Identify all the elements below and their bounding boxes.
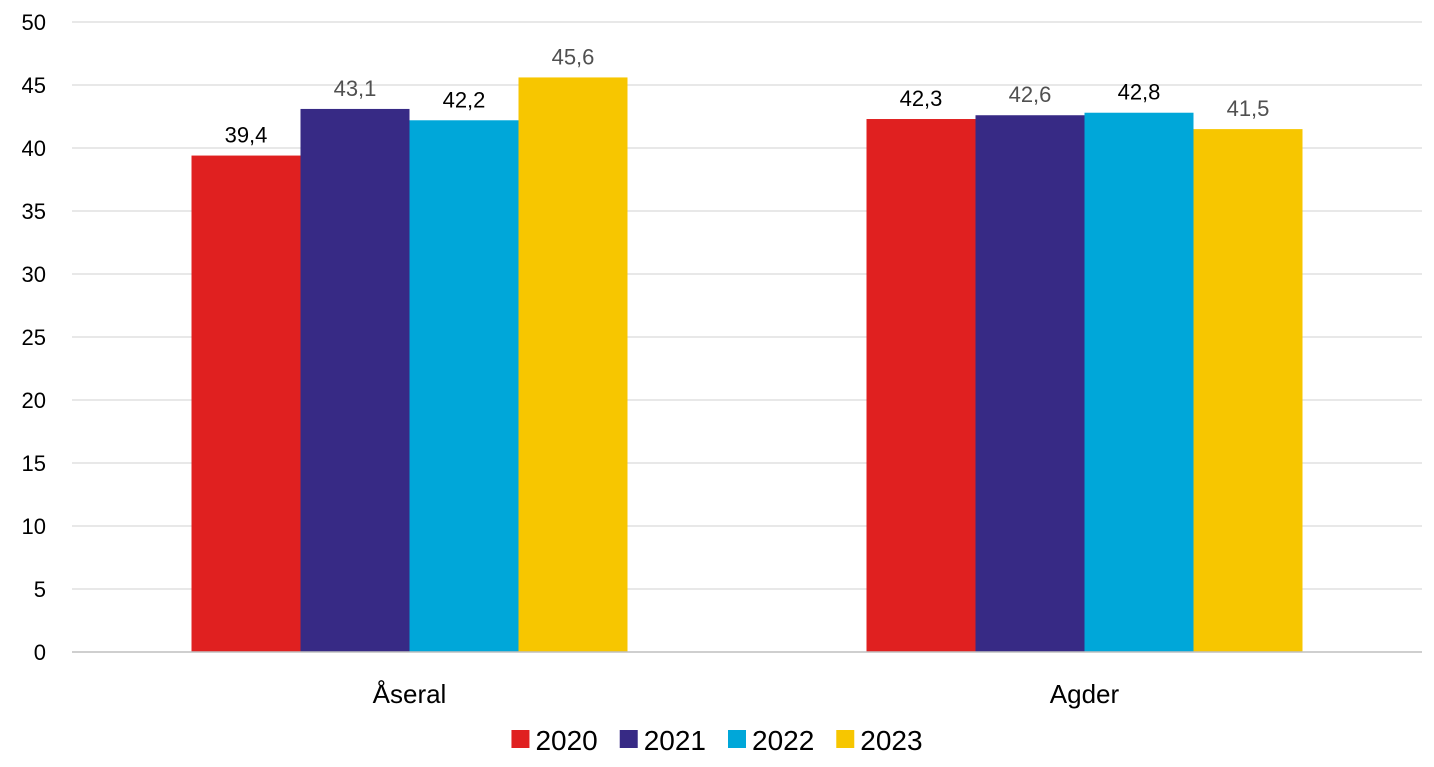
data-label: 45,6 [552,44,595,69]
y-tick-label: 15 [22,451,46,476]
bar-2021-1 [975,115,1085,653]
x-axis: Åseral Agder [72,651,1422,709]
legend-label: 2021 [644,725,706,756]
data-label: 42,6 [1009,82,1052,107]
bars [191,77,1303,653]
x-tick-label: Åseral [373,679,447,709]
data-label: 41,5 [1227,96,1270,121]
y-tick-label: 50 [22,10,46,35]
legend-swatch [511,730,530,748]
y-tick-label: 35 [22,199,46,224]
bar-2022-0 [409,120,519,652]
legend-swatch [836,730,855,748]
y-tick-label: 40 [22,136,46,161]
legend-swatch [619,730,638,748]
legend-label: 2023 [860,725,922,756]
bar-2020-0 [191,155,301,652]
y-tick-label: 0 [34,640,46,665]
bar-2022-1 [1084,112,1194,653]
bar-2023-1 [1193,129,1303,653]
bar-2023-0 [518,77,628,652]
data-label: 42,3 [900,86,943,111]
bar-2020-1 [866,119,976,652]
legend-label: 2022 [752,725,814,756]
data-labels: 39,4 43,1 42,2 45,6 42,3 42,6 42,8 41,5 [225,44,1270,147]
data-label: 42,2 [443,87,486,112]
y-tick-label: 10 [22,514,46,539]
y-tick-label: 20 [22,388,46,413]
bar-2021-0 [300,108,410,652]
y-tick-label: 45 [22,73,46,98]
y-tick-label: 5 [34,577,46,602]
legend: 2020 2021 2022 2023 [511,725,923,756]
data-label: 42,8 [1118,80,1161,105]
legend-label: 2020 [535,725,597,756]
data-label: 39,4 [225,123,268,148]
y-tick-label: 25 [22,325,46,350]
x-tick-label: Agder [1050,679,1120,709]
legend-swatch [728,730,746,748]
y-axis-tick-labels: 0 5 10 15 20 25 30 35 40 45 50 [22,10,46,665]
y-tick-label: 30 [22,262,46,287]
data-label: 43,1 [334,76,377,101]
